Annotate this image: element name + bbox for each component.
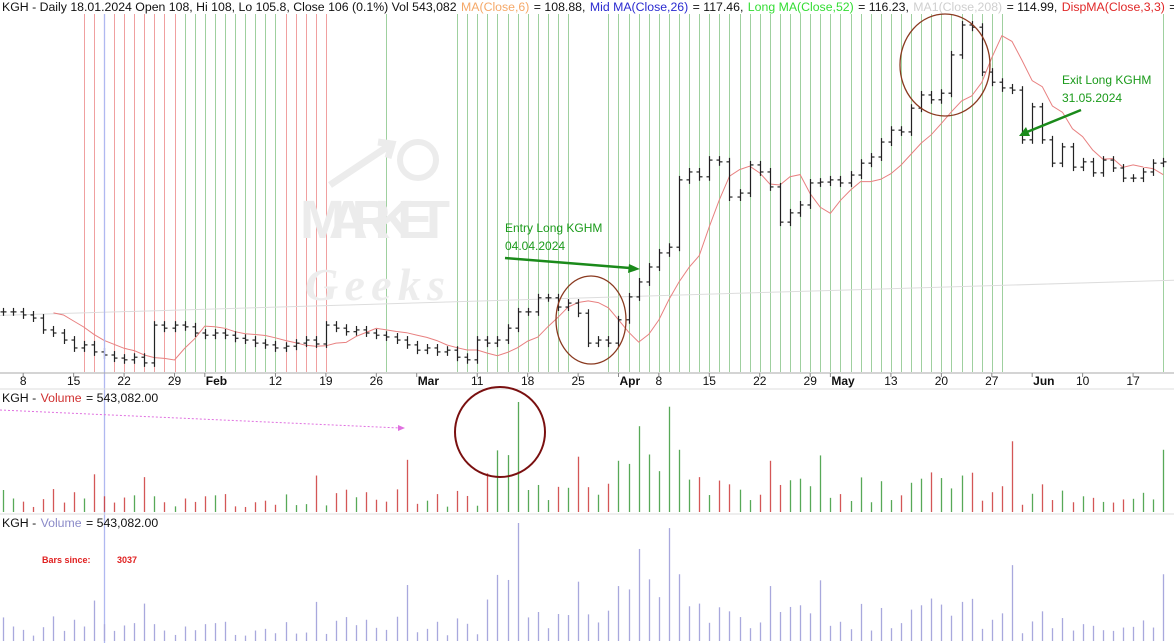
x-tick-label: 17 bbox=[1126, 374, 1140, 388]
x-tick-label: 12 bbox=[269, 374, 283, 388]
highlight-circle-entry bbox=[555, 275, 627, 365]
volume-panel-2-bars bbox=[2, 523, 1165, 641]
x-tick-label: 26 bbox=[370, 374, 384, 388]
indicator-ma6-name: MA(Close,6) bbox=[461, 0, 530, 14]
volume-name: Volume bbox=[40, 391, 82, 405]
entry-label: Entry Long KGHM bbox=[505, 221, 602, 235]
ma208-line bbox=[0, 279, 1174, 316]
trend-arrow-icon bbox=[328, 138, 397, 188]
volume-panel-1-label: KGH - Volume = 543,082.00 bbox=[2, 391, 158, 405]
indicator-ma6-value: = 108.88, bbox=[530, 0, 589, 14]
ma208-line-path bbox=[0, 279, 1174, 316]
chart-header: KGH - Daily 18.01.2024 Open 108, Hi 108,… bbox=[2, 0, 1174, 14]
indicator-long-ma-name: Long MA(Close,52) bbox=[747, 0, 854, 14]
volume-panel-1-bars bbox=[2, 402, 1165, 512]
x-tick-label: 13 bbox=[884, 374, 898, 388]
x-tick-label: Apr bbox=[619, 374, 640, 388]
exit-label: Exit Long KGHM bbox=[1062, 73, 1151, 87]
exit-arrow bbox=[1026, 108, 1082, 134]
volume-name: Volume bbox=[40, 516, 82, 530]
volume-value: = 543,082.00 bbox=[82, 516, 159, 530]
entry-date: 04.04.2024 bbox=[505, 239, 565, 253]
x-tick-label: 22 bbox=[753, 374, 767, 388]
watermark: MARKET Geeks bbox=[300, 138, 450, 310]
highlight-circle-peak bbox=[899, 13, 991, 117]
x-tick-label: 8 bbox=[20, 374, 27, 388]
arrowhead-icon bbox=[628, 264, 640, 273]
x-tick-label: 20 bbox=[935, 374, 949, 388]
indicator-ma208-value: = 114.99, bbox=[1003, 0, 1061, 14]
indicator-long-ma-value: = 116.23, bbox=[854, 0, 913, 14]
arrowhead-icon bbox=[1019, 127, 1030, 136]
exit-date: 31.05.2024 bbox=[1062, 91, 1122, 105]
annotations: Entry Long KGHM 04.04.2024 Exit Long KGH… bbox=[0, 13, 1151, 478]
volume-value: = 543,082.00 bbox=[82, 391, 159, 405]
x-tick-label: Jun bbox=[1033, 374, 1054, 388]
x-tick-label: 19 bbox=[319, 374, 333, 388]
dollar-coin-icon bbox=[397, 139, 439, 181]
x-tick-label: 15 bbox=[703, 374, 717, 388]
x-tick-label: 8 bbox=[656, 374, 663, 388]
x-tick-label: 29 bbox=[804, 374, 818, 388]
indicator-dispma-value: = 110.3 bbox=[1169, 0, 1174, 14]
ticker-prefix: KGH - bbox=[2, 391, 40, 405]
indicator-dispma-name: DispMA(Close,3,3) bbox=[1061, 0, 1165, 14]
volume-trend-dotted-arrow bbox=[0, 409, 401, 429]
watermark-text-market: MARKET bbox=[300, 190, 450, 250]
entry-arrow bbox=[504, 256, 631, 270]
bars-since-value: 3037 bbox=[117, 555, 138, 565]
x-tick-label: 18 bbox=[521, 374, 535, 388]
signal-lines bbox=[84, 14, 1164, 372]
dispma-line bbox=[53, 34, 1164, 361]
x-tick-label: Feb bbox=[206, 374, 227, 388]
x-tick-label: 25 bbox=[571, 374, 585, 388]
volume-panel-2-label: KGH - Volume = 543,082.00 bbox=[2, 516, 158, 530]
indicator-ma208-name: MA1(Close,208) bbox=[913, 0, 1003, 14]
highlight-circle-volume bbox=[454, 386, 546, 478]
date-axis: 8 15 22 29 Feb 12 19 26 Mar 11 18 25 Apr 8 15 22 29 May 13… bbox=[0, 372, 1174, 515]
x-tick-label: Mar bbox=[418, 374, 440, 388]
x-tick-label: 11 bbox=[471, 374, 484, 388]
indicator-mid-ma-name: Mid MA(Close,26) bbox=[589, 0, 689, 14]
x-tick-label: May bbox=[831, 374, 855, 388]
indicator-mid-ma-value: = 117.46, bbox=[689, 0, 747, 14]
arrowhead-icon bbox=[398, 425, 405, 431]
ticker-info: KGH - Daily 18.01.2024 Open 108, Hi 108,… bbox=[2, 0, 457, 14]
x-tick-label: 29 bbox=[168, 374, 182, 388]
dispma-line-path bbox=[53, 34, 1164, 361]
bars-since-label: Bars since: bbox=[42, 555, 91, 565]
x-tick-label: 22 bbox=[117, 374, 131, 388]
x-tick-label: 27 bbox=[985, 374, 999, 388]
ticker-prefix: KGH - bbox=[2, 516, 40, 530]
x-tick-label: 10 bbox=[1076, 374, 1090, 388]
x-tick-label: 15 bbox=[67, 374, 81, 388]
